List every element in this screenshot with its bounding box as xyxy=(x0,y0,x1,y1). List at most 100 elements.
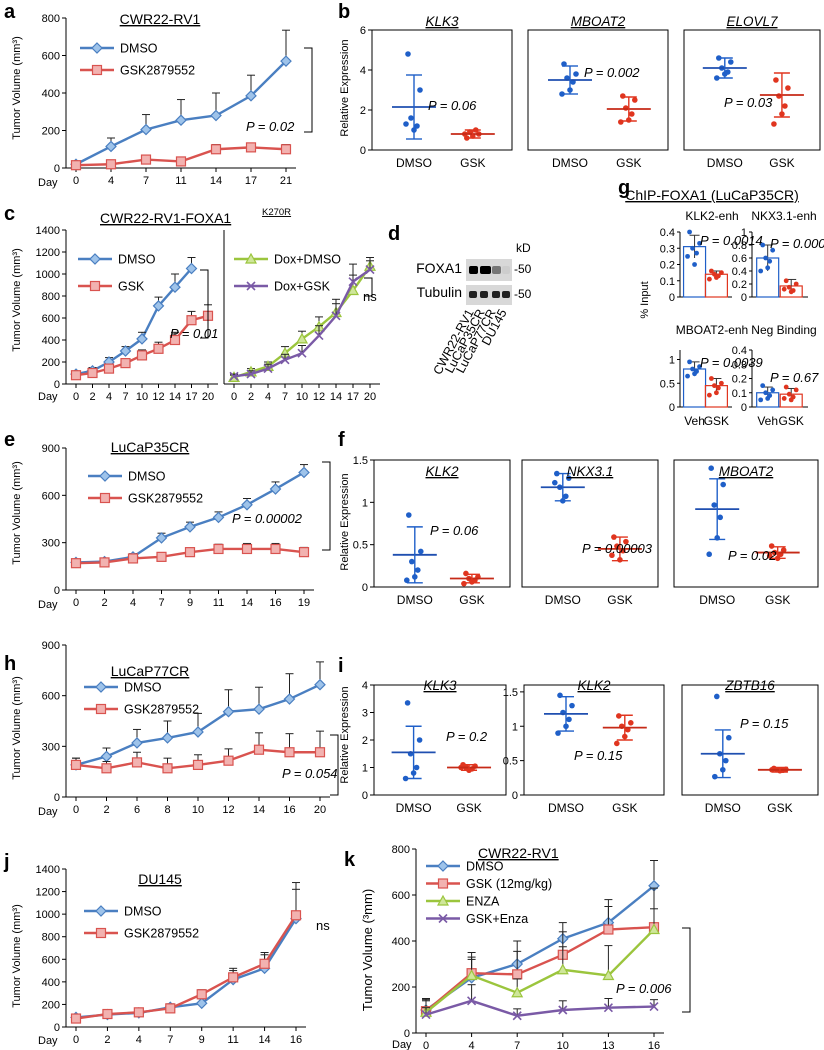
data-point xyxy=(758,268,764,274)
j-xtick-label: 0 xyxy=(73,1034,79,1046)
ytick-label: 0.1 xyxy=(660,276,675,288)
data-point xyxy=(418,548,424,555)
group-label: DMSO xyxy=(396,801,432,815)
c-point-0-6 xyxy=(169,281,181,294)
c-point-1-0-b xyxy=(229,371,239,381)
data-point xyxy=(766,553,773,559)
legend-marker xyxy=(438,913,448,924)
data-point xyxy=(781,286,787,292)
data-point xyxy=(780,547,787,553)
h-point-1-8 xyxy=(314,747,326,758)
data-point xyxy=(632,97,638,103)
subplot-frame xyxy=(683,29,821,151)
h-point-1-5 xyxy=(223,755,234,766)
legend-marker xyxy=(436,894,450,906)
c-point-1-8-b xyxy=(365,265,375,275)
legend-marker xyxy=(95,681,107,693)
data-point xyxy=(781,396,787,401)
data-point xyxy=(463,570,469,577)
data-point xyxy=(714,693,720,700)
ytick-label: 2 xyxy=(360,105,366,117)
j-point-1-3 xyxy=(165,1003,176,1014)
c-ytick-label: 200 xyxy=(42,357,60,369)
panel-i-gene-0: KLK3 xyxy=(423,678,457,693)
panel-j-title: DU145 xyxy=(138,871,182,887)
k-series-line-1 xyxy=(425,926,655,1013)
panel-c-title: CWR22-RV1-FOXA1 xyxy=(100,210,231,226)
a-point-1-5 xyxy=(245,142,257,153)
c-point-1-6 xyxy=(331,311,341,321)
j-point-1-5 xyxy=(228,972,239,983)
e-xtick-label: 7 xyxy=(158,597,164,609)
e-point-1-3 xyxy=(156,551,167,562)
data-point xyxy=(776,93,782,99)
blot-band-tubulin xyxy=(469,291,477,298)
j-ytick-label: 1000 xyxy=(36,909,60,921)
c-point-0-7 xyxy=(185,262,198,275)
legend-marker-b xyxy=(246,281,256,291)
k-ytick-label: 200 xyxy=(392,982,410,994)
c-xtick-label: 20 xyxy=(202,391,214,403)
panel-g-title: ChIP-FOXA1 (LuCaP35CR) xyxy=(625,187,799,203)
a-point-1-6 xyxy=(280,144,292,155)
legend-marker xyxy=(95,703,107,715)
legend-marker xyxy=(437,878,449,889)
a-point-0-2 xyxy=(140,123,152,136)
data-point xyxy=(758,397,764,403)
data-point xyxy=(413,764,420,771)
panel-a-label: a xyxy=(4,1,16,23)
ytick-label: 0.5 xyxy=(353,540,368,552)
c-point-1-4 xyxy=(136,350,148,361)
h-point-0-8 xyxy=(314,678,326,691)
h-point-0-4 xyxy=(192,726,204,738)
c-point-1-6 xyxy=(169,334,181,346)
group-label: GSK xyxy=(765,593,790,607)
panel-k-title: CWR22-RV1 xyxy=(478,845,559,861)
e-point-1-0 xyxy=(70,558,82,569)
k-ytick-label: 800 xyxy=(392,844,410,856)
data-point xyxy=(685,253,690,259)
data-point xyxy=(623,105,629,111)
a-point-1-1 xyxy=(105,159,117,170)
data-point xyxy=(714,390,719,396)
c-xtick-label: 10 xyxy=(136,391,148,403)
c-point-1-2 xyxy=(103,363,115,374)
data-point xyxy=(690,366,695,372)
c-point-1-5 xyxy=(153,343,164,354)
a-point-1-3 xyxy=(175,156,187,167)
k-point-3-5-b xyxy=(649,1001,659,1012)
panel-f-ylabel: Relative Expression xyxy=(339,473,351,570)
panel-g-group: Veh xyxy=(684,414,705,428)
a-ytick-label: 600 xyxy=(42,51,60,63)
a-point-0-6 xyxy=(280,55,292,67)
h-xtick-label: 6 xyxy=(134,804,140,816)
panel-d-kd: kD xyxy=(516,241,531,255)
data-point xyxy=(717,514,723,521)
panel-f-gene-1: NKX3.1 xyxy=(567,464,614,479)
c-xtick-label: 0 xyxy=(73,391,79,403)
ytick-label: 0.2 xyxy=(732,374,747,386)
panel-g-group: Veh xyxy=(757,414,778,428)
panel-f-gene-2: MBOAT2 xyxy=(719,464,774,479)
panel-a-bracket xyxy=(304,47,313,133)
k-point-3-4 xyxy=(603,1003,613,1013)
e-point-0-7 xyxy=(269,483,282,495)
c-xtick-label: 10 xyxy=(296,391,308,403)
c-point-1-3 xyxy=(280,355,290,365)
ytick-label: 0.4 xyxy=(732,345,747,357)
c-point-1-1 xyxy=(87,367,98,379)
panel-e-pvalue: P = 0.00002 xyxy=(232,511,303,526)
h-xtick-label: 20 xyxy=(314,804,326,816)
data-point xyxy=(783,384,789,390)
a-ytick-label: 0 xyxy=(54,163,60,175)
j-ytick-label: 600 xyxy=(42,954,60,966)
panel-f-pvalue-1: P = 0.00003 xyxy=(582,541,653,556)
k-xtick-label: 4 xyxy=(469,1040,475,1050)
j-ytick-label: 400 xyxy=(42,977,60,989)
ytick-label: 0 xyxy=(669,292,675,304)
ytick-label: 0 xyxy=(741,292,747,304)
k-point-3-2 xyxy=(512,1011,522,1021)
group-label: DMSO xyxy=(705,801,741,815)
e-point-1-2 xyxy=(127,553,139,564)
